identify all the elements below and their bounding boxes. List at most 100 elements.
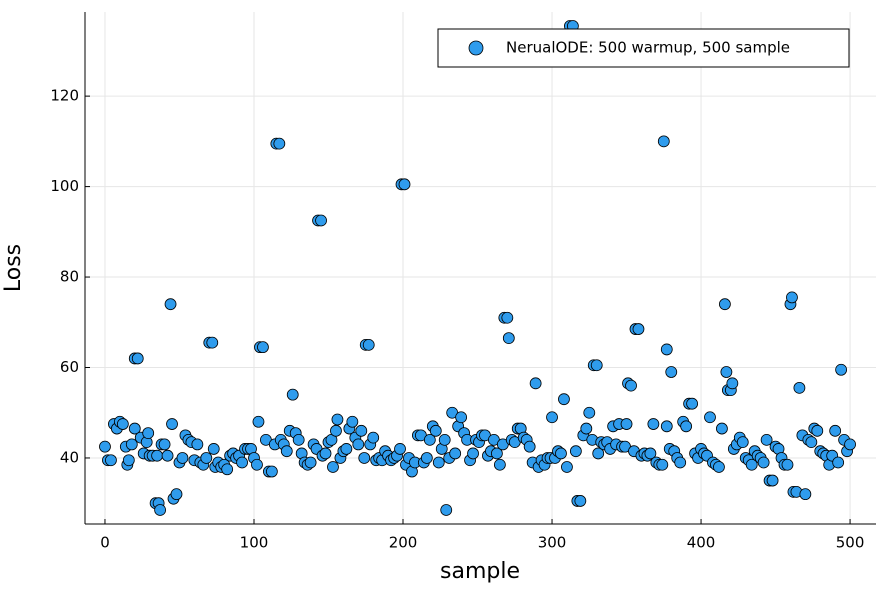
point bbox=[319, 447, 332, 460]
point bbox=[583, 406, 596, 419]
point bbox=[625, 379, 637, 392]
point bbox=[420, 452, 433, 464]
point bbox=[592, 447, 605, 460]
point bbox=[166, 418, 178, 430]
point bbox=[358, 452, 371, 464]
point bbox=[273, 137, 286, 150]
point bbox=[793, 381, 806, 394]
point bbox=[164, 298, 177, 311]
point bbox=[429, 424, 442, 437]
point bbox=[720, 366, 733, 378]
point bbox=[116, 418, 129, 430]
point bbox=[529, 377, 542, 390]
point bbox=[315, 214, 327, 227]
legend-box bbox=[437, 28, 850, 68]
point bbox=[362, 338, 375, 351]
point bbox=[105, 454, 117, 467]
point bbox=[726, 377, 739, 390]
x-tick-label: 300 bbox=[538, 534, 567, 552]
point bbox=[449, 447, 462, 460]
point bbox=[632, 323, 645, 335]
point bbox=[423, 433, 436, 446]
point bbox=[647, 418, 660, 430]
point bbox=[590, 359, 603, 372]
point bbox=[574, 495, 587, 507]
point bbox=[352, 438, 365, 451]
point bbox=[757, 456, 770, 469]
point bbox=[432, 456, 445, 469]
point bbox=[128, 422, 141, 435]
point bbox=[340, 443, 353, 455]
point bbox=[493, 458, 506, 471]
point bbox=[151, 449, 164, 462]
point bbox=[346, 415, 359, 428]
point bbox=[330, 424, 342, 437]
point bbox=[786, 291, 798, 304]
point bbox=[665, 366, 678, 378]
point bbox=[440, 504, 453, 516]
point bbox=[620, 418, 633, 430]
point bbox=[265, 465, 278, 478]
point bbox=[660, 420, 673, 433]
point bbox=[501, 311, 514, 324]
point bbox=[490, 447, 503, 460]
point bbox=[799, 488, 812, 501]
point bbox=[304, 456, 317, 469]
point bbox=[292, 433, 305, 446]
point bbox=[835, 363, 848, 376]
point bbox=[686, 397, 699, 410]
legend-label: NerualODE: 500 warmup, 500 sample bbox=[506, 39, 790, 57]
point bbox=[713, 461, 725, 473]
point bbox=[206, 336, 219, 349]
point bbox=[221, 463, 234, 476]
point bbox=[355, 424, 368, 437]
point bbox=[161, 449, 174, 462]
point bbox=[251, 458, 263, 471]
point bbox=[331, 413, 344, 426]
point bbox=[122, 454, 135, 467]
point bbox=[745, 458, 758, 471]
point bbox=[286, 388, 299, 401]
point bbox=[455, 411, 468, 424]
y-tick-label: 60 bbox=[60, 358, 79, 376]
x-tick-label: 100 bbox=[240, 534, 269, 552]
x-tick-label: 200 bbox=[389, 534, 418, 552]
point bbox=[829, 424, 842, 437]
y-axis-title: Loss bbox=[1, 244, 26, 292]
point bbox=[327, 461, 339, 473]
point bbox=[555, 447, 567, 460]
point bbox=[170, 488, 183, 501]
point bbox=[805, 436, 818, 449]
point bbox=[207, 443, 220, 455]
point bbox=[832, 456, 845, 469]
point bbox=[674, 456, 687, 469]
point bbox=[200, 452, 213, 464]
point bbox=[680, 420, 693, 433]
point bbox=[367, 431, 380, 444]
point bbox=[280, 445, 293, 458]
point bbox=[704, 411, 716, 424]
point bbox=[716, 422, 728, 435]
point bbox=[736, 436, 749, 449]
x-tick-label: 500 bbox=[836, 534, 865, 552]
point bbox=[718, 298, 731, 311]
point bbox=[252, 415, 265, 428]
point bbox=[760, 433, 773, 446]
y-tick-label: 120 bbox=[50, 87, 79, 105]
point bbox=[438, 433, 451, 446]
point bbox=[154, 504, 167, 516]
point bbox=[644, 447, 657, 460]
point bbox=[158, 438, 171, 451]
point bbox=[546, 411, 558, 424]
point bbox=[176, 452, 189, 464]
point bbox=[236, 456, 248, 469]
y-tick-label: 80 bbox=[60, 268, 79, 286]
point bbox=[467, 447, 479, 460]
point bbox=[561, 461, 573, 473]
point bbox=[811, 424, 824, 437]
point bbox=[99, 440, 111, 453]
point bbox=[766, 474, 779, 487]
point bbox=[844, 438, 856, 451]
point bbox=[394, 443, 406, 455]
x-tick-label: 400 bbox=[687, 534, 716, 552]
